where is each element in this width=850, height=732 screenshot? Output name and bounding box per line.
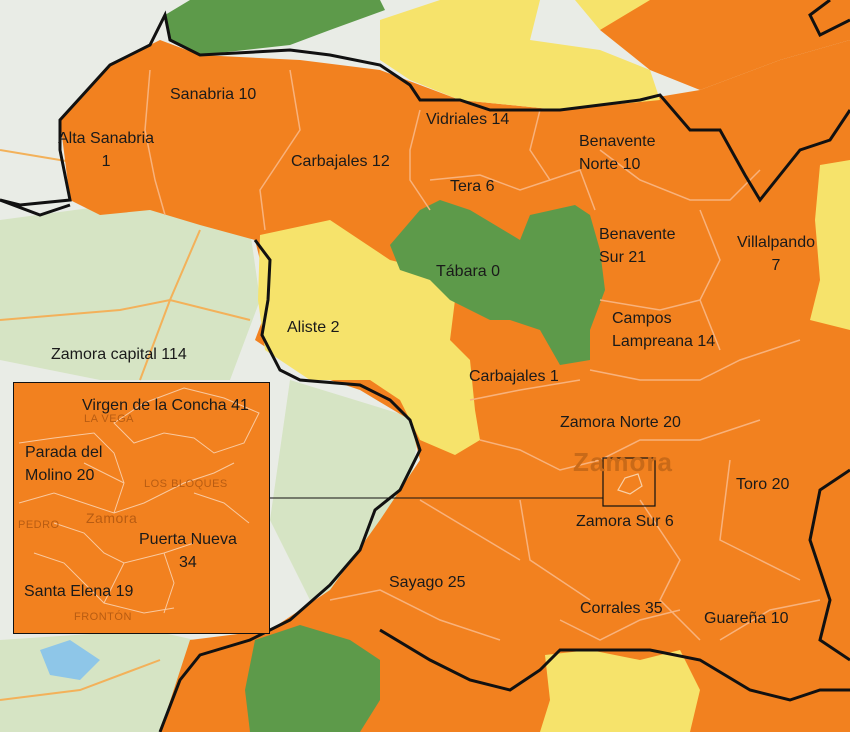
road-line (0, 298, 251, 321)
label-benavente-sur: Benavente Sur 21 (599, 226, 676, 266)
label-alta-sanabria: Alta Sanabria 1 (58, 130, 155, 170)
label-zamora-sur: Zamora Sur 6 (576, 513, 674, 530)
label-sayago: Sayago 25 (389, 574, 466, 591)
label-tera: Tera 6 (450, 178, 495, 195)
road-line (139, 229, 201, 381)
label-campos-lampreana: Campos Lampreana 14 (612, 310, 716, 350)
label-zamora-norte: Zamora Norte 20 (560, 414, 681, 431)
region-yellow-east (810, 160, 850, 330)
inset-base-text: FRONTÓN (74, 611, 132, 623)
city-inset-map: LOS BLOQUES Zamora PEDRO FRONTÓN LA VEGA… (13, 382, 270, 634)
province-border (379, 628, 850, 702)
zone-boundaries (144, 69, 821, 641)
province-border (158, 239, 422, 732)
city-highlight-box (602, 457, 656, 507)
label-tabara: Tábara 0 (436, 263, 501, 280)
inset-base-text: LA VEGA (84, 413, 134, 425)
label-virgen-concha: Virgen de la Concha 41 (82, 397, 249, 414)
region-green-south (245, 625, 380, 732)
city-outline (617, 473, 643, 495)
label-toro: Toro 20 (736, 476, 790, 493)
inset-canvas (18, 387, 260, 614)
inset-base-text: Zamora (86, 510, 138, 526)
label-vidriales: Vidriales 14 (426, 111, 510, 128)
label-parada-molino: Parada del Molino 20 (25, 444, 103, 484)
region-aliste (258, 220, 480, 455)
label-villalpando: Villalpando 7 (737, 234, 815, 274)
label-aliste: Aliste 2 (287, 319, 340, 336)
label-santa-elena: Santa Elena 19 (24, 583, 134, 600)
province-border (0, 10, 850, 207)
base-land-patch (0, 200, 260, 380)
label-corrales: Corrales 35 (580, 600, 663, 617)
label-carbajales-1: Carbajales 1 (469, 368, 559, 385)
road-line (0, 659, 161, 701)
province-border (808, 468, 850, 662)
base-map-city-text: Zamora (573, 447, 673, 477)
label-zamora-capital: Zamora capital 114 (51, 346, 187, 363)
inset-base-text: LOS BLOQUES (144, 478, 228, 490)
label-benavente-norte: Benavente Norte 10 (579, 133, 656, 173)
label-guarena: Guareña 10 (704, 610, 789, 627)
region-yellow-south (540, 650, 700, 732)
water-body (40, 640, 100, 680)
label-puerta-nueva: Puerta Nueva 34 (139, 531, 237, 571)
region-tabara (390, 200, 605, 365)
province-border (0, 198, 71, 217)
region-yellow-north-small (575, 0, 650, 30)
inset-base-text: PEDRO (18, 519, 60, 531)
inset-district-boundaries (18, 387, 260, 614)
region-orange-northeast (600, 0, 850, 90)
label-sanabria: Sanabria 10 (170, 86, 257, 103)
region-green-north (165, 0, 385, 55)
label-carbajales-12: Carbajales 12 (291, 153, 390, 170)
province-border (808, 0, 850, 38)
region-yellow-north (380, 0, 660, 110)
